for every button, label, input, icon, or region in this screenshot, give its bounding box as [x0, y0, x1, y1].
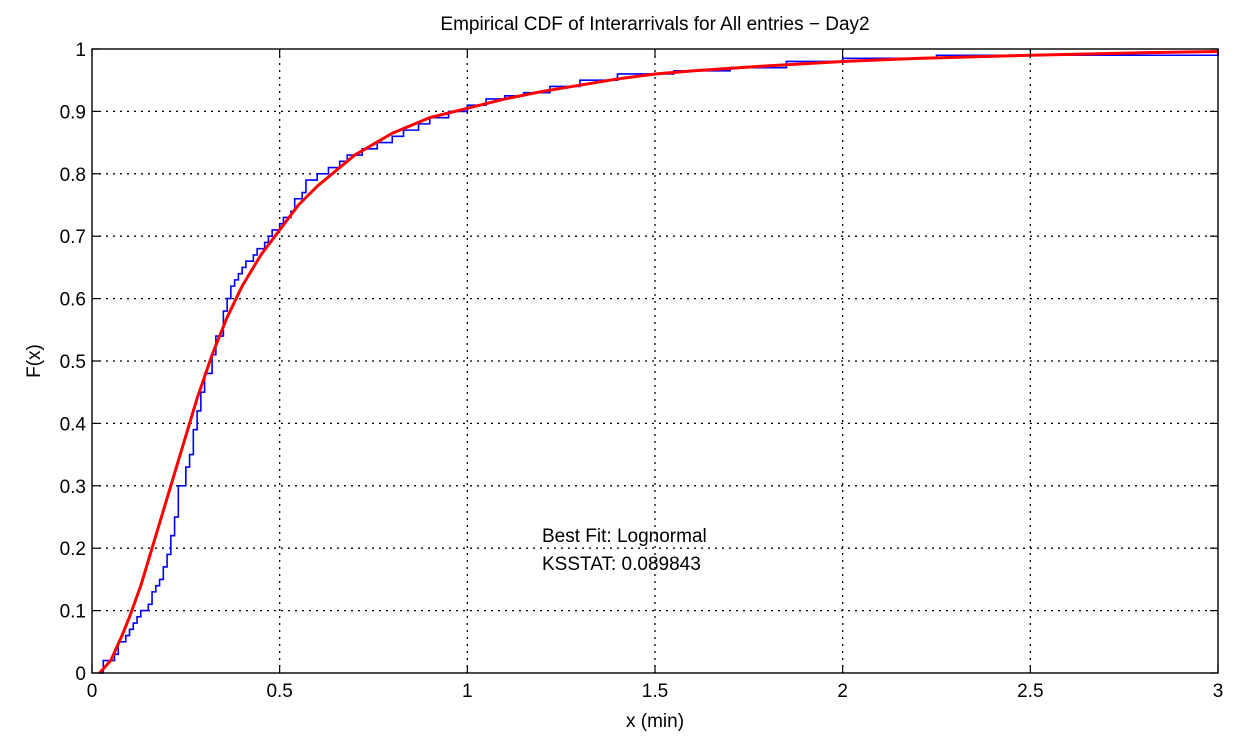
y-tick-label: 0.9 [60, 102, 86, 123]
y-tick-label: 0 [75, 664, 86, 685]
y-tick-label: 0.2 [60, 539, 86, 560]
annotation-best-fit: Best Fit: Lognormal [542, 526, 707, 547]
lognormal-fit-series [98, 49, 1219, 675]
y-tick-label: 0.5 [60, 352, 86, 373]
x-tick-label: 3 [1213, 681, 1224, 702]
y-tick-label: 0.7 [60, 227, 86, 248]
y-tick-label: 0.3 [60, 477, 86, 498]
x-tick-label: 2 [837, 681, 848, 702]
y-axis-label: F(x) [24, 344, 45, 378]
y-tick-label: 0.1 [60, 602, 86, 623]
x-axis-label: x (min) [626, 711, 684, 732]
x-tick-label: 1.5 [642, 681, 668, 702]
grid-lines [92, 49, 1218, 673]
empirical-cdf-line [99, 49, 1219, 674]
y-tick-label: 0.4 [60, 414, 87, 435]
y-tick-label: 0.6 [60, 290, 86, 311]
y-tick-label: 1 [75, 40, 86, 61]
x-tick-label: 1 [462, 681, 473, 702]
y-tick-label: 0.8 [60, 165, 86, 186]
lognormal-fit-line [98, 49, 1219, 675]
annotation-ksstat: KSSTAT: 0.089843 [542, 554, 701, 575]
x-tick-label: 2.5 [1017, 681, 1043, 702]
x-tick-label: 0.5 [266, 681, 292, 702]
x-tick-label: 0 [87, 681, 98, 702]
empirical-cdf-series [99, 49, 1219, 674]
chart-title: Empirical CDF of Interarrivals for All e… [440, 14, 869, 35]
y-axis-ticks: 0 0.1 0.2 0.3 0.4 0.5 0.6 0.7 0.8 0.9 1 [60, 40, 1218, 685]
x-axis-ticks: 0 0.5 1 1.5 2 2.5 3 [87, 49, 1224, 702]
